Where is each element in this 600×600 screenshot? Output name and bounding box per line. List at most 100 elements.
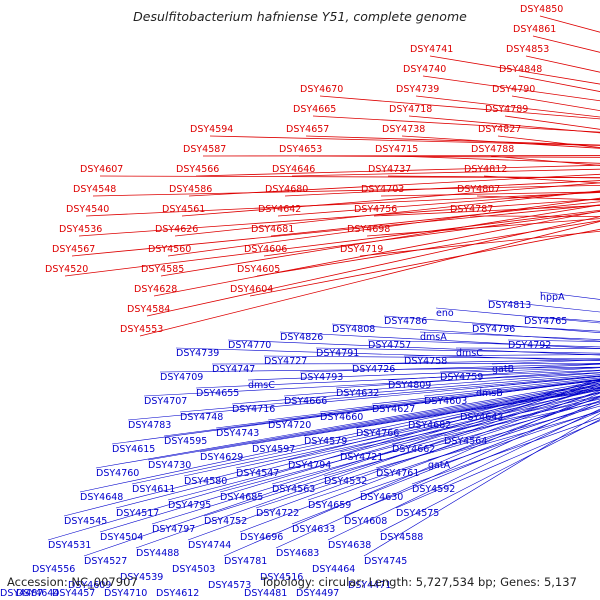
lower-gene-label: DSY4609 — [68, 580, 111, 591]
lower-leader-line — [255, 397, 600, 509]
lower-gene-label: DSY4682 — [408, 420, 451, 431]
lower-leader-line — [159, 366, 600, 373]
lower-gene-label: DSY4592 — [412, 484, 455, 495]
lower-gene-label: DSY4727 — [264, 356, 307, 367]
lower-gene-label: gatA — [428, 460, 451, 471]
upper-leader-line — [305, 135, 600, 146]
lower-leader-line — [287, 392, 600, 461]
upper-gene-label: DSY4561 — [162, 204, 205, 215]
lower-gene-label: DSY4644 — [16, 588, 59, 599]
lower-gene-label: DSY4781 — [224, 556, 267, 567]
lower-gene-label: DSY4497 — [296, 588, 339, 599]
upper-leader-line — [64, 209, 600, 277]
upper-leader-line — [408, 115, 600, 134]
lower-gene-label: DSY4633 — [292, 524, 335, 535]
upper-gene-label: DSY4703 — [361, 184, 404, 195]
lower-gene-label: DSY4527 — [84, 556, 127, 567]
upper-gene-label: DSY4587 — [183, 144, 226, 155]
lower-leader-line — [327, 408, 600, 541]
upper-leader-line — [291, 168, 600, 177]
lower-leader-line — [147, 382, 600, 461]
lower-gene-label: DSY4791 — [316, 348, 359, 359]
upper-gene-label: DSY4827 — [478, 124, 521, 135]
upper-leader-line — [174, 190, 600, 237]
lower-gene-label: DSY4648 — [80, 492, 123, 503]
upper-gene-label: DSY4861 — [513, 24, 556, 35]
upper-gene-label: DSY4680 — [265, 184, 308, 195]
lower-leader-line — [367, 339, 600, 348]
lower-gene-label: DSY4726 — [352, 364, 395, 375]
upper-leader-line — [270, 201, 600, 237]
upper-gene-label: DSY4657 — [286, 124, 329, 135]
upper-gene-label: DSY4738 — [382, 124, 425, 135]
lower-gene-label: DSY4747 — [212, 364, 255, 375]
upper-gene-label: DSY4715 — [375, 144, 418, 155]
upper-leader-line — [202, 155, 600, 157]
lower-gene-label: DSY4643 — [460, 412, 503, 423]
upper-gene-label: DSY4628 — [134, 284, 177, 295]
lower-leader-line — [227, 339, 600, 356]
upper-leader-line — [99, 175, 600, 179]
upper-leader-line — [195, 164, 600, 177]
upper-leader-line — [139, 221, 600, 337]
lower-leader-line — [47, 378, 600, 541]
upper-gene-label: DSY4607 — [80, 164, 123, 175]
topology-summary: Topology: circular; Length: 5,727,534 bp… — [261, 575, 577, 589]
lower-leader-line — [339, 395, 600, 453]
upper-leader-line — [85, 192, 600, 217]
lower-gene-label: DSY4471 — [348, 580, 391, 591]
upper-leader-line — [167, 197, 600, 257]
lower-leader-line — [323, 400, 600, 477]
upper-gene-label: DSY4520 — [45, 264, 88, 275]
lower-leader-line — [163, 379, 600, 437]
upper-gene-label: DSY4560 — [148, 244, 191, 255]
lower-leader-line — [231, 374, 600, 405]
upper-leader-line — [415, 95, 600, 118]
lower-gene-label: DSY4516 — [260, 572, 303, 583]
upper-gene-label: DSY4790 — [492, 84, 535, 95]
lower-gene-label: DSY4547 — [236, 468, 279, 479]
lower-gene-label: DSY4608 — [344, 516, 387, 527]
lower-gene-label: DSY4588 — [380, 532, 423, 543]
lower-gene-label: DSY4757 — [368, 340, 411, 351]
lower-gene-label: DSY4488 — [136, 548, 179, 559]
lower-leader-line — [459, 390, 600, 413]
lower-gene-label: DSY4481 — [244, 588, 287, 599]
lower-leader-line — [351, 359, 600, 365]
lower-gene-label: DSY4786 — [384, 316, 427, 327]
upper-leader-line — [188, 173, 600, 197]
lower-leader-line — [371, 378, 600, 405]
lower-gene-label: dmsC — [248, 380, 275, 391]
lower-leader-line — [219, 391, 600, 493]
lower-gene-label: DSY4457 — [52, 588, 95, 599]
upper-gene-label: DSY4548 — [73, 184, 116, 195]
lower-gene-label: eno — [436, 308, 454, 319]
upper-gene-label: DSY4812 — [464, 164, 507, 175]
upper-leader-line — [71, 204, 600, 257]
lower-leader-line — [379, 419, 600, 533]
upper-gene-label: DSY4848 — [499, 64, 542, 75]
upper-gene-label: DSY4646 — [272, 164, 315, 175]
upper-gene-label: DSY4850 — [520, 4, 563, 15]
upper-gene-labels: DSY4850 DSY4861 DSY4853 DSY4848 DSY4790 DSY47… — [45, 4, 600, 337]
lower-leader-line — [235, 389, 600, 469]
lower-leader-line — [291, 403, 600, 525]
lower-gene-label: DSY4603 — [424, 396, 467, 407]
upper-leader-line — [422, 75, 600, 102]
lower-leader-line — [263, 355, 600, 359]
lower-gene-label: DSY4765 — [524, 316, 567, 327]
lower-gene-label: DSY4720 — [268, 420, 311, 431]
lower-gene-label: DSY4539 — [120, 572, 163, 583]
upper-gene-label: DSY4586 — [169, 184, 212, 195]
lower-gene-label: dmsA — [420, 332, 447, 343]
upper-gene-label: DSY4536 — [59, 224, 102, 235]
lower-gene-label: DSY4796 — [472, 324, 515, 335]
upper-leader-line — [366, 218, 600, 237]
lower-gene-label: DSY4710 — [104, 588, 147, 599]
lower-leader-line — [223, 392, 600, 557]
lower-leader-line — [375, 405, 600, 469]
lower-leader-line — [131, 383, 600, 485]
lower-leader-line — [63, 380, 600, 517]
